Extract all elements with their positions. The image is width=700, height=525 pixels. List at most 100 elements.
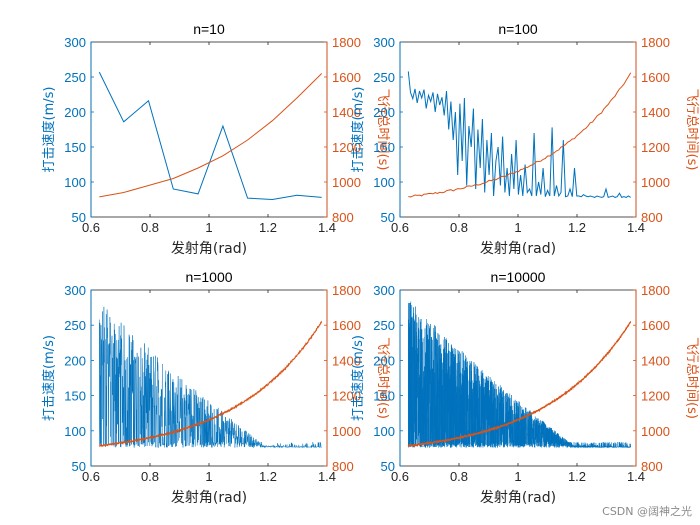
x-tick-label: 1.4 bbox=[627, 469, 645, 484]
series-line-time bbox=[408, 72, 632, 198]
y-right-tick-label: 1800 bbox=[641, 283, 670, 298]
x-axis-label: 发射角(rad) bbox=[171, 241, 247, 257]
series-line-time bbox=[99, 73, 323, 198]
y-left-tick-label: 200 bbox=[64, 353, 86, 368]
y-right-axis-label: 飞行总时间(s) bbox=[684, 89, 699, 171]
y-left-tick-label: 150 bbox=[64, 389, 86, 404]
x-tick-label: 0.6 bbox=[391, 469, 409, 484]
x-tick-label: 0.6 bbox=[391, 220, 409, 235]
y-left-tick-label: 100 bbox=[373, 175, 395, 190]
series-group bbox=[99, 306, 323, 449]
y-left-tick-label: 300 bbox=[64, 35, 86, 50]
x-tick-label: 1 bbox=[205, 220, 212, 235]
x-tick-label: 0.6 bbox=[82, 220, 100, 235]
y-right-tick-label: 1600 bbox=[641, 70, 670, 85]
y-left-tick-label: 250 bbox=[64, 318, 86, 333]
series-line-speed bbox=[408, 301, 631, 449]
y-right-tick-label: 1000 bbox=[332, 424, 361, 439]
y-left-tick-label: 250 bbox=[373, 318, 395, 333]
y-right-axis-label: 飞行总时间(s) bbox=[375, 89, 390, 171]
y-left-tick-label: 150 bbox=[373, 389, 395, 404]
x-axis-label: 发射角(rad) bbox=[171, 490, 247, 506]
x-axis-label: 发射角(rad) bbox=[480, 241, 556, 257]
y-right-tick-label: 1400 bbox=[332, 353, 361, 368]
y-left-tick-label: 100 bbox=[64, 175, 86, 190]
y-right-tick-label: 1400 bbox=[641, 105, 670, 120]
series-group bbox=[98, 71, 323, 201]
chart-title: n=100 bbox=[498, 21, 538, 37]
series-line-speed bbox=[99, 306, 322, 449]
y-right-tick-label: 1600 bbox=[332, 318, 361, 333]
x-tick-label: 1.2 bbox=[259, 220, 277, 235]
x-tick-label: 1.4 bbox=[318, 220, 336, 235]
y-right-tick-label: 1400 bbox=[641, 353, 670, 368]
chart-title: n=10 bbox=[193, 21, 225, 37]
chart-panel-2: 0.6 0.8 1 1.2 1.4 50 100 150 200 250 300 800 1000 120… bbox=[350, 21, 699, 257]
x-tick-label: 0.6 bbox=[82, 469, 100, 484]
x-tick-label: 1 bbox=[205, 469, 212, 484]
series-line-speed bbox=[98, 71, 322, 201]
y-right-tick-label: 1400 bbox=[332, 105, 361, 120]
x-tick-label: 1.4 bbox=[318, 469, 336, 484]
chart-panel-4: 0.6 0.8 1 1.2 1.4 50 100 150 200 250 300 800 1000 120… bbox=[350, 269, 699, 506]
y-left-axis-label: 打击速度(m/s) bbox=[41, 335, 57, 421]
y-left-tick-label: 250 bbox=[64, 70, 86, 85]
chart-panel-3: 0.6 0.8 1 1.2 1.4 50 100 150 200 250 300 800 1000 120… bbox=[41, 269, 390, 506]
y-left-tick-label: 50 bbox=[72, 459, 86, 474]
series-line-time bbox=[407, 320, 632, 448]
y-right-tick-label: 800 bbox=[332, 459, 354, 474]
y-left-tick-label: 100 bbox=[373, 424, 395, 439]
y-left-tick-label: 200 bbox=[373, 105, 395, 120]
y-right-tick-label: 1800 bbox=[641, 35, 670, 50]
y-left-tick-label: 150 bbox=[373, 140, 395, 155]
chart-panel-1: 0.6 0.8 1 1.2 1.4 50 100 150 200 250 300 800 1000 120… bbox=[41, 21, 390, 257]
y-right-tick-label: 1800 bbox=[332, 35, 361, 50]
y-right-tick-label: 1800 bbox=[332, 283, 361, 298]
x-tick-label: 1.4 bbox=[627, 220, 645, 235]
y-left-axis-label: 打击速度(m/s) bbox=[41, 87, 57, 173]
y-left-tick-label: 50 bbox=[381, 210, 395, 225]
watermark: CSDN @阔神之光 bbox=[602, 505, 692, 518]
y-right-tick-label: 1000 bbox=[332, 175, 361, 190]
y-left-tick-label: 200 bbox=[64, 105, 86, 120]
series-group bbox=[407, 301, 632, 449]
x-tick-label: 0.8 bbox=[141, 220, 159, 235]
series-line-speed bbox=[407, 71, 631, 199]
x-tick-label: 1 bbox=[514, 220, 521, 235]
x-tick-label: 1.2 bbox=[568, 469, 586, 484]
y-right-tick-label: 800 bbox=[641, 210, 663, 225]
y-left-tick-label: 100 bbox=[64, 424, 86, 439]
y-right-axis-label: 飞行总时间(s) bbox=[684, 337, 699, 419]
y-left-axis-label: 打击速度(m/s) bbox=[350, 87, 366, 173]
y-left-tick-label: 250 bbox=[373, 70, 395, 85]
y-left-axis-label: 打击速度(m/s) bbox=[350, 335, 366, 421]
y-right-tick-label: 1200 bbox=[332, 389, 361, 404]
y-right-tick-label: 1600 bbox=[641, 318, 670, 333]
y-left-tick-label: 300 bbox=[373, 283, 395, 298]
y-right-axis-label: 飞行总时间(s) bbox=[375, 337, 390, 419]
y-left-tick-label: 200 bbox=[373, 353, 395, 368]
x-tick-label: 1.2 bbox=[568, 220, 586, 235]
plot-area bbox=[90, 41, 328, 218]
x-tick-label: 0.8 bbox=[450, 220, 468, 235]
chart-title: n=1000 bbox=[185, 269, 232, 285]
y-right-tick-label: 1000 bbox=[641, 424, 670, 439]
y-left-tick-label: 50 bbox=[381, 459, 395, 474]
y-right-tick-label: 1200 bbox=[641, 140, 670, 155]
x-axis-label: 发射角(rad) bbox=[480, 490, 556, 506]
x-tick-label: 0.8 bbox=[141, 469, 159, 484]
x-tick-label: 0.8 bbox=[450, 469, 468, 484]
x-tick-label: 1.2 bbox=[259, 469, 277, 484]
y-left-tick-label: 300 bbox=[64, 283, 86, 298]
y-right-tick-label: 1200 bbox=[641, 389, 670, 404]
y-right-tick-label: 1200 bbox=[332, 140, 361, 155]
y-left-tick-label: 150 bbox=[64, 140, 86, 155]
y-left-tick-label: 50 bbox=[72, 210, 86, 225]
y-right-tick-label: 800 bbox=[641, 459, 663, 474]
series-line-time bbox=[99, 320, 323, 448]
y-left-tick-label: 300 bbox=[373, 35, 395, 50]
chart-title: n=10000 bbox=[491, 269, 546, 285]
y-right-tick-label: 1600 bbox=[332, 70, 361, 85]
y-right-tick-label: 800 bbox=[332, 210, 354, 225]
